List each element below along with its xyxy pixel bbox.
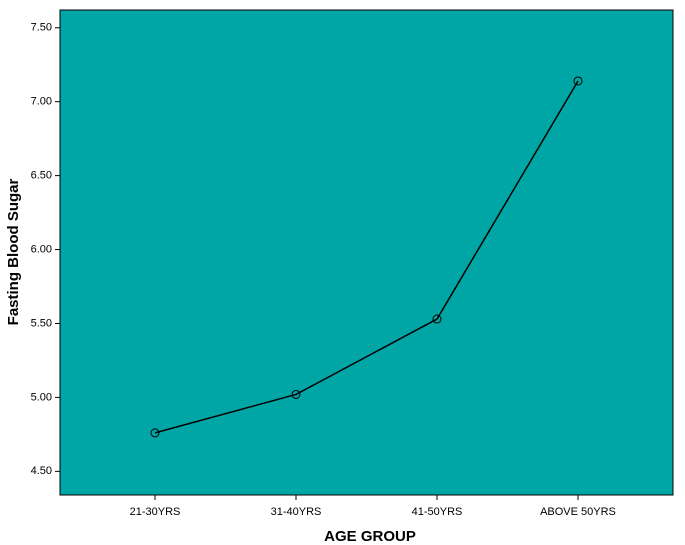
y-tick-label: 7.50 bbox=[31, 22, 52, 34]
x-tick-label: 31-40YRS bbox=[271, 506, 322, 518]
x-tick-label: 41-50YRS bbox=[412, 506, 463, 518]
data-point bbox=[432, 314, 442, 324]
x-tick-label: ABOVE 50YRS bbox=[540, 506, 616, 518]
y-tick-label: 6.00 bbox=[31, 243, 52, 255]
y-tick-label: 4.50 bbox=[31, 465, 52, 477]
y-axis-title: Fasting Blood Sugar bbox=[5, 179, 22, 326]
data-point bbox=[291, 389, 301, 399]
data-point bbox=[573, 76, 583, 86]
x-axis-title: AGE GROUP bbox=[324, 528, 416, 545]
y-tick-label: 5.50 bbox=[31, 317, 52, 329]
y-tick-label: 5.00 bbox=[31, 391, 52, 403]
data-point bbox=[150, 428, 160, 438]
y-tick-label: 6.50 bbox=[31, 170, 52, 182]
plot-area bbox=[59, 9, 674, 496]
x-tick-label: 21-30YRS bbox=[130, 506, 181, 518]
y-tick-label: 7.00 bbox=[31, 96, 52, 108]
data-line bbox=[154, 80, 579, 434]
